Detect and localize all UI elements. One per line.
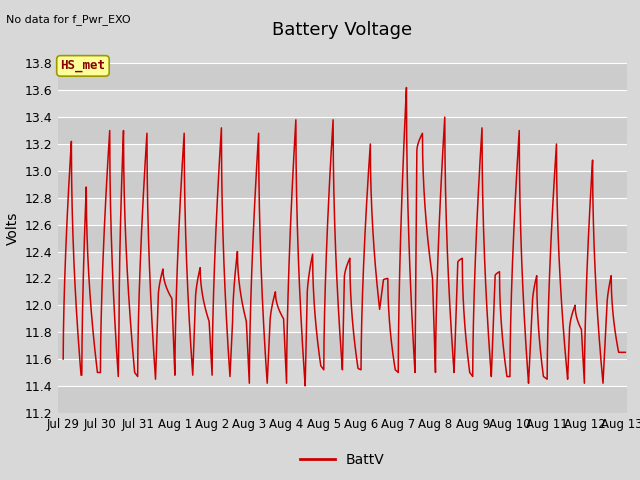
Bar: [58, 90, 627, 117]
Bar: [58, 171, 627, 198]
Text: No data for f_Pwr_EXO: No data for f_Pwr_EXO: [6, 14, 131, 25]
Bar: [58, 386, 627, 413]
Title: Battery Voltage: Battery Voltage: [273, 21, 412, 39]
Bar: [58, 225, 627, 252]
Bar: [58, 198, 627, 225]
Bar: [58, 332, 627, 359]
Bar: [58, 144, 627, 171]
Bar: [58, 278, 627, 305]
Text: HS_met: HS_met: [60, 60, 106, 72]
Y-axis label: Volts: Volts: [5, 211, 19, 245]
Bar: [58, 63, 627, 90]
Bar: [58, 252, 627, 278]
Legend: BattV: BattV: [294, 447, 390, 472]
Bar: [58, 117, 627, 144]
Bar: [58, 305, 627, 332]
Bar: [58, 359, 627, 386]
